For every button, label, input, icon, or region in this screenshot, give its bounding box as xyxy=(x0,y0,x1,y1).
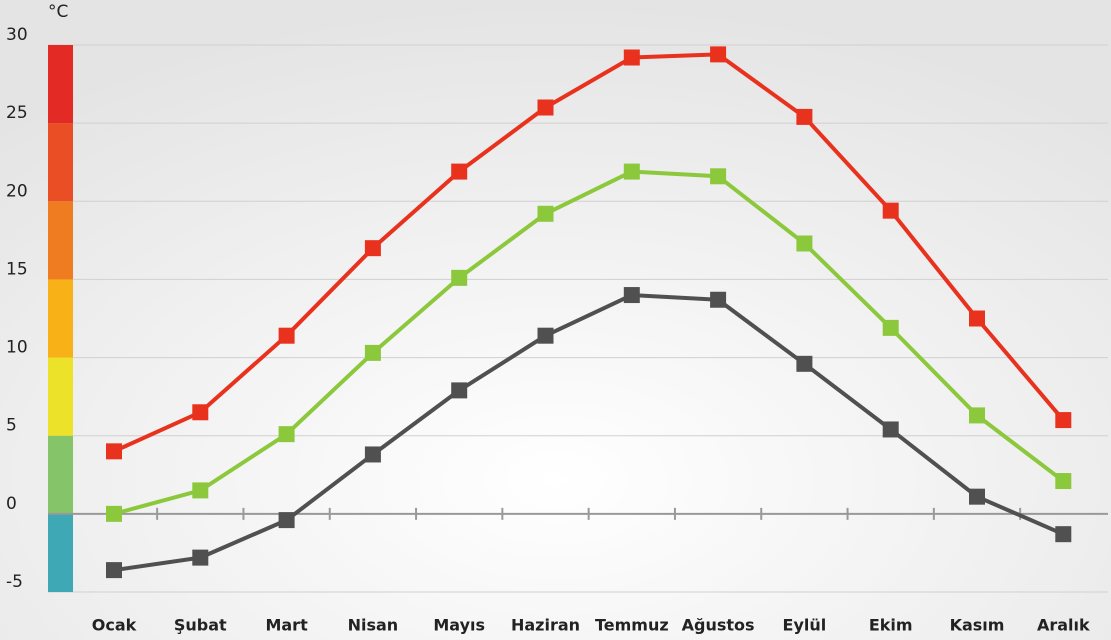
unit-label: °C xyxy=(48,2,68,22)
data-point xyxy=(364,240,381,257)
data-point xyxy=(451,382,468,399)
data-point xyxy=(882,421,899,438)
scale-segment xyxy=(48,357,73,436)
y-tick-label: 15 xyxy=(6,259,28,279)
data-point xyxy=(623,287,640,304)
data-point xyxy=(623,49,640,66)
data-point xyxy=(106,505,122,522)
data-point xyxy=(106,443,122,460)
y-tick-label: 10 xyxy=(6,338,28,358)
data-point xyxy=(710,168,727,185)
x-tick-label: Nisan xyxy=(348,616,399,635)
data-point xyxy=(882,319,899,336)
data-point xyxy=(364,344,381,361)
scale-segment xyxy=(48,201,73,280)
data-point xyxy=(882,202,899,219)
data-point xyxy=(192,482,209,499)
data-point xyxy=(537,327,554,344)
scale-segment xyxy=(48,45,73,124)
y-tick-label: -5 xyxy=(6,572,23,592)
y-tick-label: 20 xyxy=(6,181,28,201)
x-tick-label: Ağustos xyxy=(682,616,755,635)
data-point xyxy=(710,46,727,63)
data-point xyxy=(1055,412,1072,429)
data-point xyxy=(1055,473,1072,490)
data-point xyxy=(537,99,554,116)
data-point xyxy=(710,291,727,308)
y-tick-label: 0 xyxy=(6,494,17,514)
x-tick-label: Eylül xyxy=(783,616,827,635)
y-tick-label: 5 xyxy=(6,416,17,436)
series-line xyxy=(113,169,1065,516)
data-point xyxy=(969,310,985,327)
scale-segment xyxy=(48,435,73,514)
data-point xyxy=(451,269,468,286)
x-tick-label: Mart xyxy=(265,616,308,635)
data-point xyxy=(969,488,985,505)
y-tick-label: 25 xyxy=(6,103,28,123)
x-tick-label: Mayıs xyxy=(433,616,485,635)
data-point xyxy=(278,327,295,344)
x-tick-label: Ekim xyxy=(869,616,913,635)
data-point xyxy=(969,407,985,424)
data-point xyxy=(106,562,122,579)
x-tick-label: Kasım xyxy=(950,616,1005,635)
data-point xyxy=(278,426,295,443)
y-tick-label: 30 xyxy=(6,25,28,45)
data-point xyxy=(1055,526,1072,543)
scale-segment xyxy=(48,123,73,202)
x-tick-label: Aralık xyxy=(1037,616,1090,635)
data-point xyxy=(796,355,813,372)
series-line xyxy=(113,52,1065,454)
data-point xyxy=(623,163,640,180)
scale-segment xyxy=(48,279,73,358)
data-point xyxy=(796,108,813,125)
data-point xyxy=(192,549,209,566)
x-tick-label: Ocak xyxy=(92,616,137,635)
scale-segment xyxy=(48,513,73,592)
data-point xyxy=(278,512,295,529)
data-point xyxy=(796,235,813,252)
series-line xyxy=(113,293,1065,573)
data-point xyxy=(192,404,209,421)
x-tick-label: Şubat xyxy=(174,616,227,635)
x-tick-label: Haziran xyxy=(511,616,580,635)
data-point xyxy=(451,163,468,180)
data-point xyxy=(537,205,554,222)
data-point xyxy=(364,446,381,463)
x-tick-label: Temmuz xyxy=(595,616,669,635)
